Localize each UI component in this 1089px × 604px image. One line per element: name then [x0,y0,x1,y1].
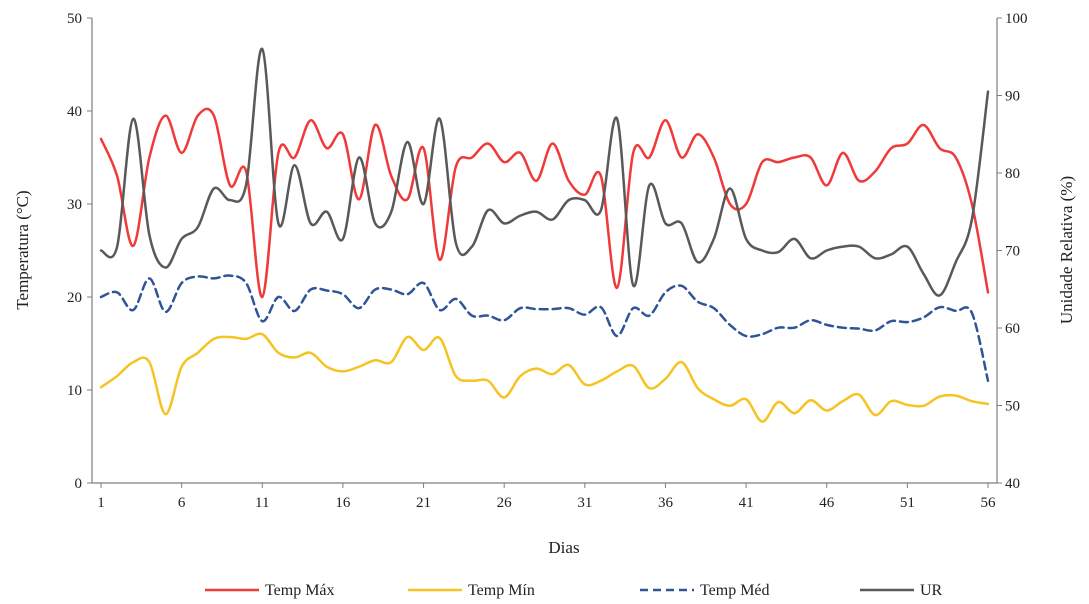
y-left-tick-label: 30 [67,197,82,213]
series-line-temp-m-n [99,332,990,423]
x-tick-label: 46 [819,495,835,511]
y-left-tick-label: 20 [67,290,82,306]
x-tick-label: 31 [577,495,592,511]
x-tick-label: 11 [255,495,269,511]
y-right-tick-label: 50 [1005,399,1020,415]
y-left-tick-label: 10 [67,383,82,399]
series-line-ur [99,47,990,297]
legend-label: UR [920,582,943,599]
x-tick-label: 26 [497,495,513,511]
x-axis-title: Dias [548,538,579,557]
y-right-tick-label: 40 [1005,476,1020,492]
y-right-tick-label: 90 [1005,89,1020,105]
series-line-temp-m-x [99,107,990,299]
x-tick-label: 51 [900,495,915,511]
x-tick-label: 6 [178,495,186,511]
y-axis-title-right: Unidade Relativa (%) [1057,176,1076,324]
y-right-tick-label: 80 [1005,166,1020,182]
x-tick-label: 36 [658,495,674,511]
legend-label: Temp Méd [700,582,770,599]
x-tick-label: 1 [97,495,105,511]
legend: Temp Máx Temp Mín Temp Méd UR [205,582,943,599]
plot-lines [99,47,990,423]
y-axis-title-left: Temperatura (°C) [13,190,32,309]
y-left-tick-label: 0 [75,476,83,492]
y-right-tick-label: 60 [1005,321,1020,337]
y-left-tick-label: 50 [67,11,82,27]
y-left-tick-label: 40 [67,104,82,120]
legend-label: Temp Máx [265,582,335,599]
series-line-temp-m-d [99,274,990,382]
legend-label: Temp Mín [468,582,535,599]
y-right-tick-label: 70 [1005,244,1020,260]
axes [91,18,998,484]
ticks: 1 6 11 16 21 26 31 36 41 46 51 56010203040504050607… [67,11,1028,511]
y-right-tick-label: 100 [1005,11,1028,27]
x-tick-label: 56 [981,495,997,511]
x-tick-label: 21 [416,495,431,511]
x-tick-label: 41 [739,495,754,511]
x-tick-label: 16 [335,495,351,511]
